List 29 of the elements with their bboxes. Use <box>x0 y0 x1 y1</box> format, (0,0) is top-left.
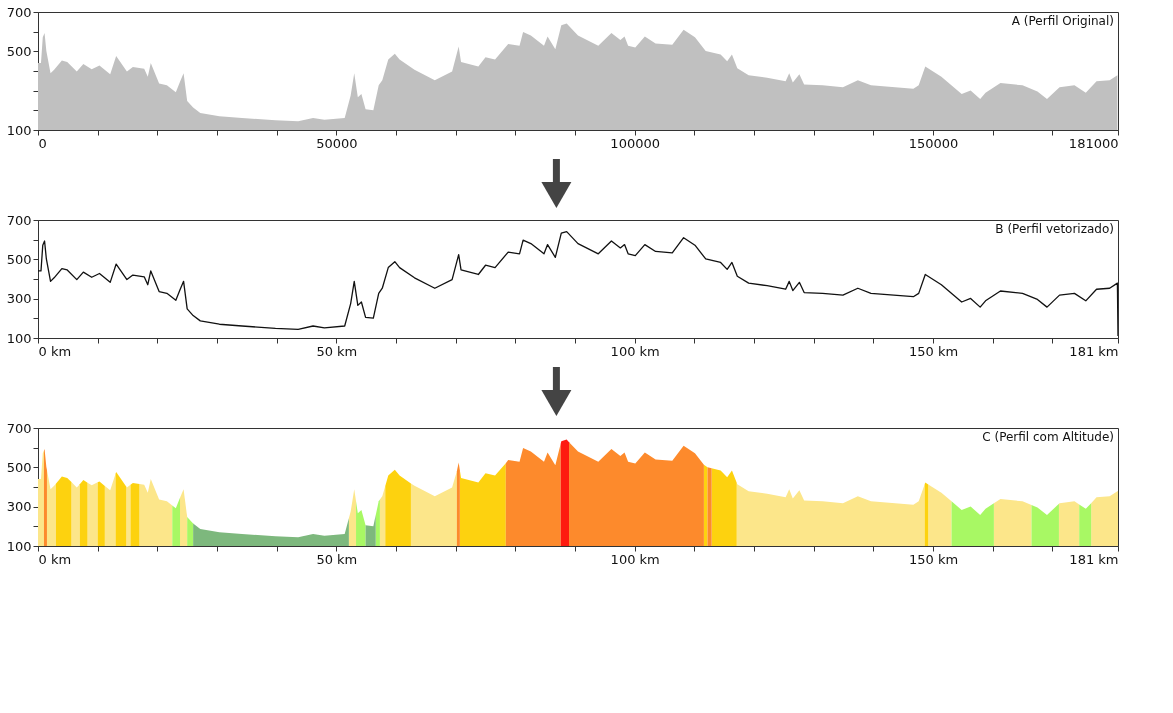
y-tick-label: 300 <box>6 291 32 307</box>
x-tick-label: 150000 <box>908 135 959 151</box>
x-tick-label: 100000 <box>610 135 661 151</box>
y-tick-label: 100 <box>6 538 32 554</box>
x-tick-label: 0 km <box>38 551 72 567</box>
x-tick-label: 0 km <box>38 343 72 359</box>
y-tick-label: 700 <box>6 420 32 436</box>
chart-title: A (Perfil Original) <box>1011 14 1114 28</box>
x-tick-label: 50 km <box>316 551 358 567</box>
x-tick-label: 181000 <box>1068 135 1119 151</box>
x-tick-label: 100 km <box>610 343 660 359</box>
y-tick-label: 700 <box>6 4 32 20</box>
x-tick-label: 150 km <box>908 343 959 359</box>
x-tick-label: 181 km <box>1069 551 1119 567</box>
x-tick-label: 50000 <box>316 135 358 151</box>
x-tick-label: 100 km <box>610 551 660 567</box>
y-tick-label: 500 <box>6 251 32 267</box>
y-tick-label: 100 <box>6 122 32 138</box>
y-tick-label: 500 <box>6 43 32 59</box>
y-tick-label: 500 <box>6 459 32 475</box>
y-tick-label: 100 <box>6 330 32 346</box>
x-tick-label: 50 km <box>316 343 358 359</box>
x-tick-label: 181 km <box>1069 343 1119 359</box>
y-tick-label: 300 <box>6 499 32 515</box>
x-tick-label: 0 <box>38 135 47 151</box>
chart-title: C (Perfil com Altitude) <box>982 430 1114 444</box>
chart-title: B (Perfil vetorizado) <box>995 222 1114 236</box>
y-tick-label: 700 <box>6 212 32 228</box>
x-tick-label: 150 km <box>908 551 959 567</box>
